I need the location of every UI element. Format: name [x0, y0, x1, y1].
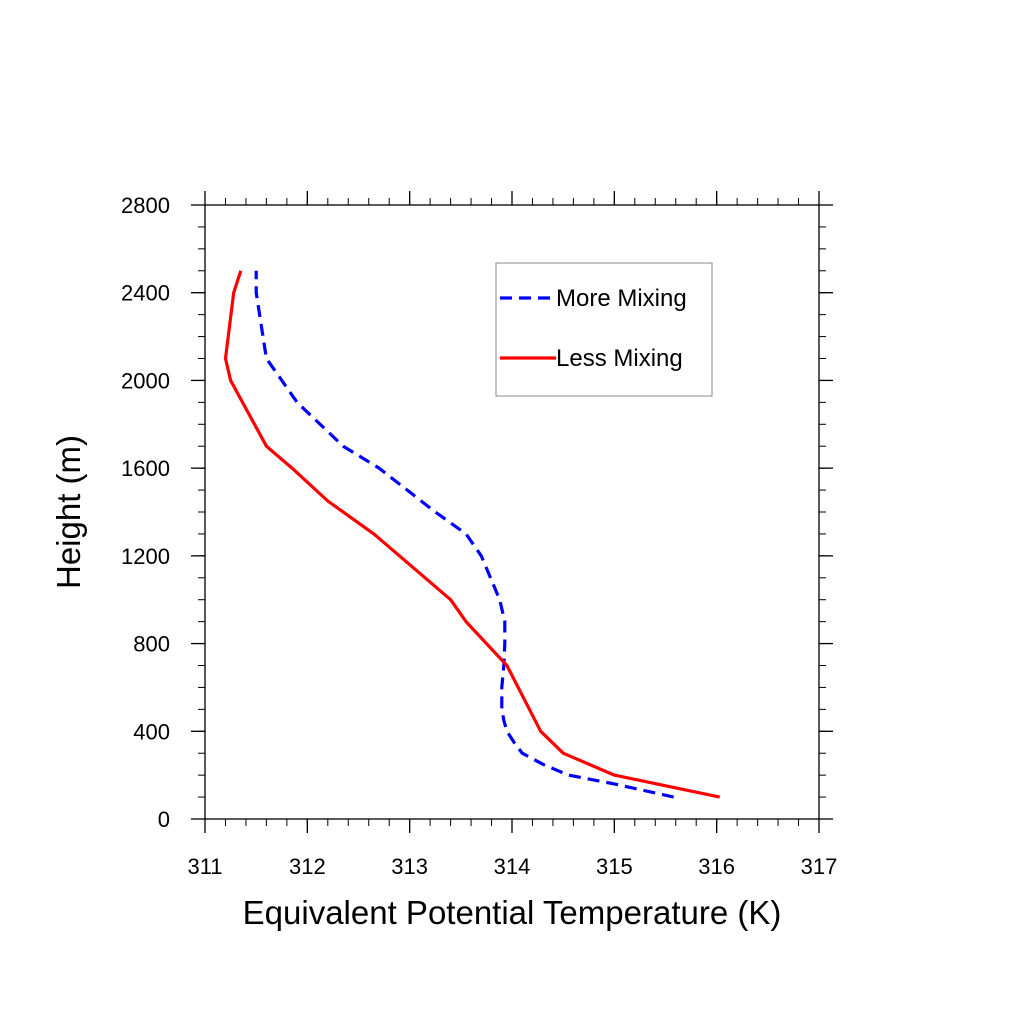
y-tick-label: 0 [158, 807, 170, 832]
series-line-less-mixing [223, 270, 721, 799]
legend-label-more-mixing: More Mixing [556, 285, 687, 312]
x-tick-label: 315 [596, 854, 633, 879]
series-lines [223, 270, 721, 799]
x-tick-label: 311 [187, 854, 222, 879]
series-line-more-mixing [254, 270, 675, 799]
x-tick-label: 313 [391, 854, 428, 879]
x-tick-label: 314 [494, 854, 531, 879]
x-tick-label: 317 [801, 854, 838, 879]
y-tick-label: 400 [133, 719, 170, 744]
y-tick-label: 1600 [121, 456, 170, 481]
x-tick-label: 316 [698, 854, 735, 879]
y-tick-labels: 0 400 800 1200 1600 2000 2400 2800 [121, 193, 170, 832]
x-tick-labels: 311 312 313 314 315 316 317 [187, 854, 837, 879]
y-tick-label: 2800 [121, 193, 170, 218]
legend-label-less-mixing: Less Mixing [556, 345, 683, 372]
legend-box [495, 262, 713, 397]
y-axis-title: Height (m) [50, 435, 87, 589]
y-tick-label: 800 [133, 632, 170, 657]
y-tick-label: 1200 [121, 544, 170, 569]
y-tick-label: 2400 [121, 281, 170, 306]
y-tick-label: 2000 [121, 368, 170, 393]
x-axis-title: Equivalent Potential Temperature (K) [243, 894, 782, 931]
legend: More Mixing Less Mixing [495, 262, 713, 397]
x-tick-label: 312 [289, 854, 326, 879]
major-ticks [191, 191, 833, 833]
